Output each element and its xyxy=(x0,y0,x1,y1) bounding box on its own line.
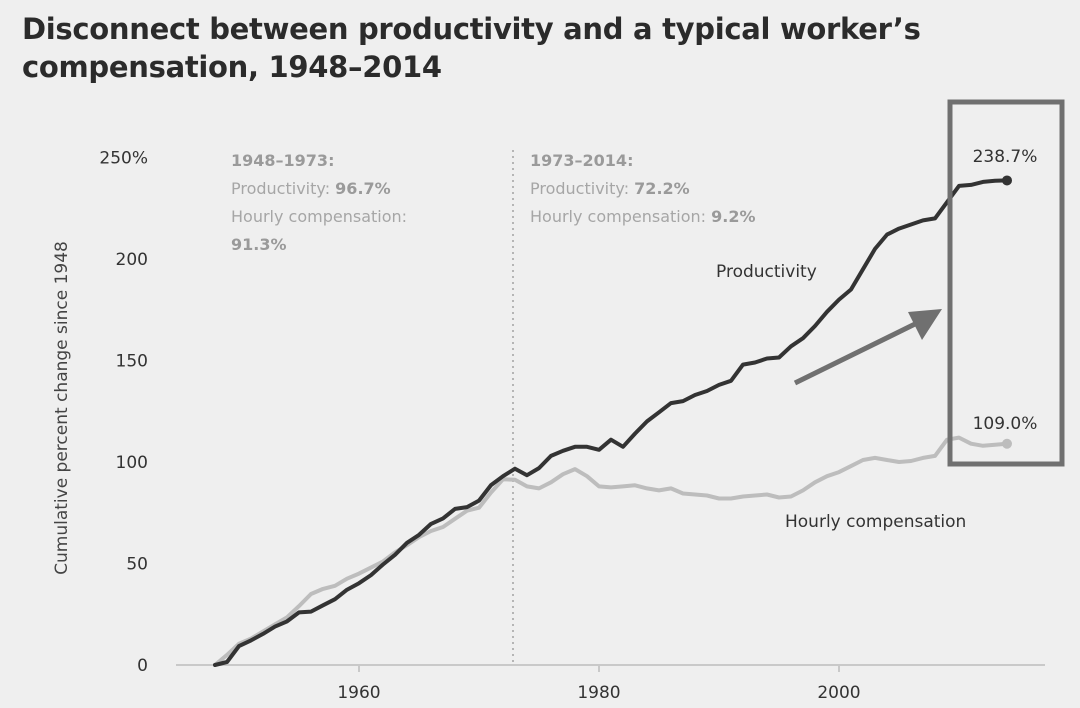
period1-compensation-value: 91.3% xyxy=(231,235,287,254)
x-tick-label: 1960 xyxy=(337,683,380,703)
y-tick-label: 150 xyxy=(116,352,148,372)
period2-annotation: 1973–2014: Productivity: 72.2% Hourly co… xyxy=(530,151,756,226)
y-axis-title: Cumulative percent change since 1948 xyxy=(52,241,72,575)
period1-heading: 1948–1973: xyxy=(231,151,334,170)
y-axis: 0 50 100 150 200 250% xyxy=(99,149,148,677)
productivity-end-label: 238.7% xyxy=(973,147,1038,167)
period2-heading: 1973–2014: xyxy=(530,151,633,170)
productivity-series-label: Productivity xyxy=(716,262,817,282)
y-tick-label: 200 xyxy=(116,250,148,270)
period1-productivity: Productivity: 96.7% xyxy=(231,179,391,198)
trend-arrow-icon xyxy=(793,309,942,386)
productivity-end-point xyxy=(1002,175,1012,186)
compensation-series-label: Hourly compensation xyxy=(785,512,966,532)
x-tick-label: 2000 xyxy=(817,683,860,703)
x-tick-label: 1980 xyxy=(577,683,620,703)
compensation-end-label: 109.0% xyxy=(973,414,1038,434)
period1-annotation: 1948–1973: Productivity: 96.7% Hourly co… xyxy=(231,151,407,254)
compensation-end-point xyxy=(1002,438,1012,449)
y-tick-label: 50 xyxy=(126,555,148,575)
series-line-hourly-compensation xyxy=(213,435,1009,667)
series-line-productivity xyxy=(213,178,1009,667)
y-tick-label: 100 xyxy=(116,453,148,473)
period2-productivity: Productivity: 72.2% xyxy=(530,179,690,198)
y-tick-label: 0 xyxy=(137,656,148,676)
y-tick-label: 250% xyxy=(99,149,148,169)
highlight-box xyxy=(947,99,1065,467)
period2-compensation: Hourly compensation: 9.2% xyxy=(530,207,756,226)
x-axis: 1960 1980 2000 xyxy=(337,665,861,703)
period1-compensation-label: Hourly compensation: xyxy=(231,207,407,226)
chart-title: Disconnect between productivity and a ty… xyxy=(22,12,921,84)
